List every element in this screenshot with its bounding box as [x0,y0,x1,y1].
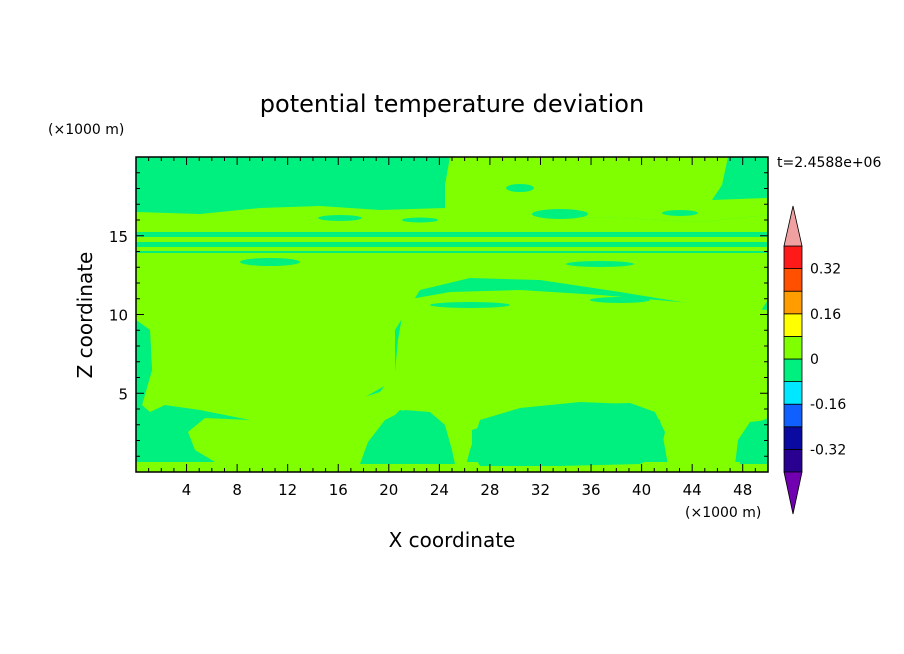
streaks [240,184,698,308]
x-tick-label: 24 [430,481,449,499]
contour-field [135,156,769,473]
colorbar-swatch [783,358,803,383]
y-tick-label: 15 [109,228,128,246]
time-label: t=2.4588e+06 [777,155,881,171]
y-axis: 5 10 15 [109,172,768,457]
positive-band-4 [136,258,768,290]
x-tick-label: 4 [182,481,192,499]
x-tick-label: 48 [733,481,752,499]
colorbar-swatch [783,448,803,473]
x-tick-label: 36 [581,481,600,499]
x-tick-label: 28 [480,481,499,499]
colorbar-swatch [783,290,803,315]
positive-region-upper [445,157,768,222]
x-axis-label: X coordinate [389,528,516,552]
positive-band-3 [136,247,768,251]
x-tick-label: 40 [632,481,651,499]
x-tick-label: 16 [329,481,348,499]
x-unit-label: (×1000 m) [685,505,761,521]
colorbar-swatch [783,268,803,292]
colorbar-label: 0.16 [810,307,841,323]
colorbar-label: -0.32 [810,442,846,458]
colorbar-under-triangle [783,471,803,515]
y-axis-label: Z coordinate [73,252,97,379]
y-tick-label: 10 [109,307,128,325]
colorbar-swatch [783,403,803,428]
negative-blob-left-edge [136,320,152,410]
colorbar-label: 0.32 [810,262,841,278]
positive-bottom-strip [136,462,768,472]
positive-region-main [136,253,768,420]
colorbar-over-triangle [783,205,803,247]
colorbar-swatch [783,335,803,360]
x-tick-label: 20 [379,481,398,499]
colorbar: 0.32 0.16 0 -0.16 -0.32 [783,205,846,515]
negative-blob-left [360,410,455,464]
y-unit-label: (×1000 m) [48,122,124,138]
x-tick-label: 32 [531,481,550,499]
x-axis: 4 8 12 16 20 24 28 32 36 40 44 48 [148,157,756,499]
colorbar-swatch [783,313,803,337]
colorbar-label: 0 [810,352,819,368]
positive-band-1 [136,206,768,232]
y-tick-label: 5 [118,385,128,403]
positive-region-right [188,290,768,465]
x-tick-label: 12 [278,481,297,499]
colorbar-swatch [783,245,803,270]
x-tick-label: 44 [683,481,702,499]
negative-blob-center [472,403,665,466]
colorbar-label: -0.16 [810,397,846,413]
negative-blob-right [740,418,768,464]
positive-band-2 [136,237,768,242]
colorbar-swatch [783,381,803,405]
x-tick-label: 8 [232,481,242,499]
colorbar-swatch [783,426,803,450]
chart-title: potential temperature deviation [260,90,644,118]
